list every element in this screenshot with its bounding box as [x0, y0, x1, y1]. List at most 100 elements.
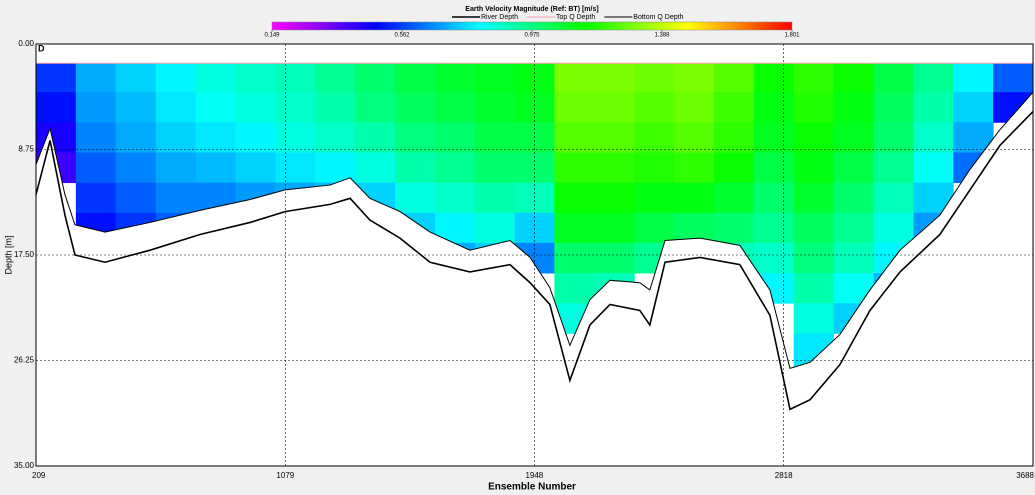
velocity-cell: [793, 63, 834, 93]
velocity-cell: [753, 212, 795, 244]
velocity-cell: [235, 122, 276, 153]
velocity-cell: [155, 152, 197, 184]
velocity-cell: [634, 212, 675, 244]
velocity-cell: [594, 63, 635, 93]
x-tick-label: 3688: [1016, 471, 1034, 480]
velocity-cell: [793, 273, 834, 304]
velocity-cell: [275, 63, 316, 93]
velocity-cell: [674, 63, 715, 93]
velocity-cell: [753, 242, 795, 274]
velocity-cell: [753, 122, 795, 153]
velocity-cell: [953, 63, 994, 93]
velocity-cell: [674, 152, 715, 184]
y-tick-label: 0.00: [18, 39, 34, 48]
velocity-cell: [315, 63, 356, 93]
depth-line: [35, 110, 1034, 411]
velocity-cell: [474, 182, 515, 214]
velocity-cell: [873, 152, 914, 184]
velocity-cell: [155, 92, 197, 123]
velocity-cell: [434, 182, 476, 214]
velocity-cell: [75, 92, 117, 123]
velocity-cell: [594, 212, 635, 244]
velocity-cell: [833, 182, 875, 214]
x-tick-label: 209: [32, 471, 46, 480]
velocity-cell: [953, 92, 994, 123]
velocity-cell: [634, 92, 675, 123]
velocity-cell: [793, 182, 834, 214]
y-tick-label: 35.00: [14, 461, 35, 470]
velocity-cell: [634, 152, 675, 184]
plot-frame: [35, 43, 1034, 467]
depth-line: [35, 91, 1034, 369]
velocity-cell: [594, 152, 635, 184]
panel-label: D: [38, 43, 45, 53]
velocity-cell: [554, 152, 595, 184]
velocity-cell: [474, 92, 515, 123]
velocity-cell: [554, 242, 595, 274]
velocity-cell: [395, 152, 436, 184]
velocity-cell: [674, 92, 715, 123]
velocity-cell: [793, 212, 834, 244]
legend-label: Bottom Q Depth: [633, 14, 683, 21]
velocity-cell: [594, 242, 635, 274]
velocity-cell: [594, 122, 635, 153]
velocity-cell: [75, 63, 117, 93]
velocity-cell: [354, 152, 396, 184]
velocity-cell: [833, 212, 875, 244]
x-tick-label: 2818: [775, 471, 793, 480]
velocity-cell: [634, 122, 675, 153]
colorbar: [271, 21, 793, 31]
velocity-cell: [554, 273, 595, 304]
velocity-cell: [793, 152, 834, 184]
velocity-cell: [913, 152, 954, 184]
velocity-cell: [115, 182, 157, 214]
x-tick-label: 1948: [525, 471, 543, 480]
velocity-cell: [594, 92, 635, 123]
velocity-cell: [873, 63, 914, 93]
velocity-cell: [195, 92, 236, 123]
velocity-cell: [115, 92, 157, 123]
velocity-cell: [554, 63, 595, 93]
velocity-cell: [753, 92, 795, 123]
chart-title: Earth Velocity Magnitude (Ref: BT) [m/s]: [465, 6, 598, 13]
velocity-cell: [913, 63, 954, 93]
velocity-cell: [36, 63, 77, 93]
colorbar-tick-label: 1.388: [654, 33, 670, 39]
velocity-cell: [554, 212, 595, 244]
velocity-cell: [833, 242, 875, 274]
velocity-cell: [275, 152, 316, 184]
velocity-cell: [115, 152, 157, 184]
velocity-cell: [554, 122, 595, 153]
velocity-cell: [235, 152, 276, 184]
velocity-cell: [674, 122, 715, 153]
velocity-cell: [634, 63, 675, 93]
velocity-cell: [395, 182, 436, 214]
velocity-cell: [75, 122, 117, 153]
velocity-cell: [155, 182, 197, 214]
velocity-cell: [714, 122, 755, 153]
velocity-cell: [36, 92, 77, 123]
y-axis-label: Depth [m]: [3, 235, 13, 274]
velocity-cell: [514, 63, 555, 93]
velocity-cell: [195, 122, 236, 153]
velocity-cell: [75, 182, 117, 214]
velocity-cell: [315, 92, 356, 123]
velocity-cell: [873, 122, 914, 153]
velocity-cell: [155, 63, 197, 93]
velocity-cell: [395, 122, 436, 153]
velocity-cell: [674, 182, 715, 214]
y-tick-label: 17.50: [14, 250, 35, 259]
velocity-cell: [873, 182, 914, 214]
velocity-cell: [554, 182, 595, 214]
y-tick-label: 8.75: [18, 145, 34, 154]
colorbar-tick-label: 1.801: [784, 33, 800, 39]
velocity-cell: [474, 122, 515, 153]
velocity-cell: [395, 92, 436, 123]
velocity-cell: [115, 122, 157, 153]
velocity-cell: [714, 92, 755, 123]
velocity-cell: [514, 212, 555, 244]
legend-label: River Depth: [481, 14, 518, 21]
velocity-cell: [873, 92, 914, 123]
velocity-cell: [714, 63, 755, 93]
